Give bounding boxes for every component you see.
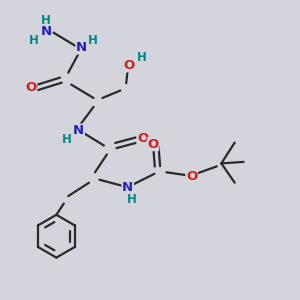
Text: O: O [186, 170, 197, 183]
Text: H: H [127, 193, 137, 206]
Text: O: O [147, 138, 159, 151]
Text: N: N [73, 124, 84, 137]
Text: H: H [137, 51, 147, 64]
Text: H: H [62, 133, 72, 146]
Text: O: O [124, 59, 135, 72]
Text: O: O [137, 132, 148, 145]
Text: H: H [88, 34, 98, 46]
Text: N: N [76, 41, 87, 54]
Text: O: O [26, 81, 37, 94]
Text: H: H [41, 14, 51, 27]
Text: H: H [28, 34, 38, 46]
Text: N: N [40, 25, 52, 38]
Text: N: N [122, 181, 133, 194]
